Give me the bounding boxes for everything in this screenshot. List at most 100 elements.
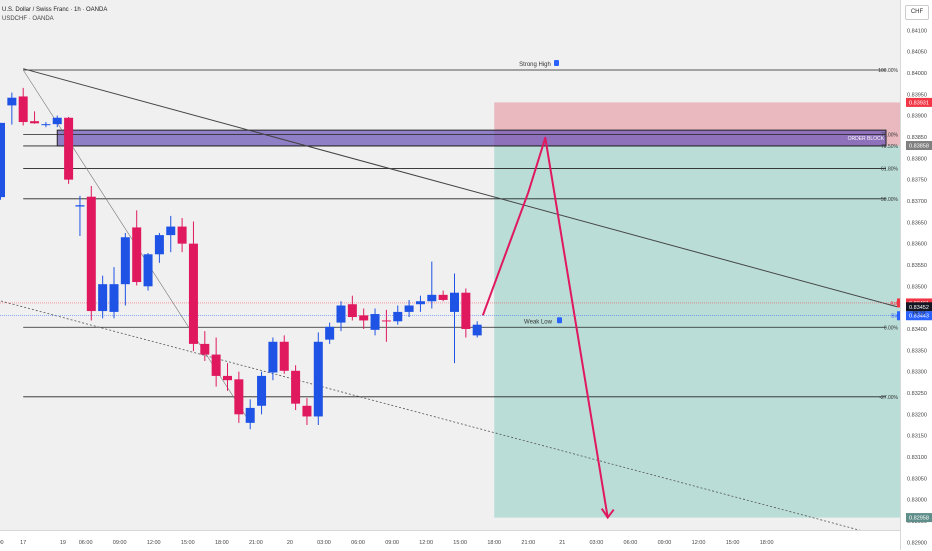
bullish-candle [336, 305, 346, 323]
countdown-label: 06:10 [913, 310, 926, 316]
price-tick-label: 0.83600 [907, 242, 927, 248]
projection-path [481, 136, 609, 518]
trendline [23, 68, 898, 308]
bearish-candle [188, 243, 198, 344]
price-tick-label: 0.83500 [907, 284, 927, 290]
price-chart[interactable]: ORDER BLOCK 100.00% 75.00% 70.50% 61.80% 50.0… [0, 0, 900, 530]
price-tick-label: 0.83550 [907, 263, 927, 269]
bearish-candle [359, 315, 369, 321]
price-tick-label: 0.83200 [907, 412, 927, 418]
channel-line [0, 300, 861, 530]
take-profit-zone [494, 145, 900, 518]
price-tag [906, 97, 932, 107]
time-tick-label: 19 [60, 540, 66, 546]
price-tick-label: 0.83650 [907, 220, 927, 226]
bullish-candle [404, 305, 414, 312]
time-tick-label: 09:00 [113, 540, 127, 546]
time-tick-label: 06:00 [79, 540, 93, 546]
bearish-candle [234, 379, 244, 415]
chart-title: U.S. Dollar / Swiss Franc · 1h · OANDA [2, 7, 108, 13]
bullish-candle [98, 284, 108, 312]
bearish-candle [381, 320, 391, 322]
bullish-candle [268, 341, 278, 373]
time-tick-label: 12:00 [692, 540, 706, 546]
time-tick-label: 06:00 [351, 540, 365, 546]
time-tick-label: 03:00 [589, 540, 603, 546]
bearish-candle [347, 304, 357, 318]
bearish-candle [18, 96, 28, 123]
price-tick-label: 0.83900 [907, 114, 927, 120]
bearish-candle [279, 341, 289, 371]
price-side-tag [897, 298, 900, 308]
fib-level-label: -27.00% [879, 395, 898, 401]
bullish-candle [370, 314, 380, 330]
bullish-candle [75, 205, 85, 207]
bearish-candle [177, 226, 187, 244]
fib-level-label: 0.00% [884, 325, 899, 331]
fib-level-label: 61.80% [881, 167, 899, 173]
bullish-candle [0, 122, 5, 198]
bearish-candle [291, 370, 301, 404]
bullish-candle [166, 226, 176, 236]
bullish-candle [41, 124, 51, 126]
price-tick-label: 0.83050 [907, 476, 927, 482]
fib-level-label: 70.50% [881, 144, 899, 150]
bullish-candle [313, 341, 323, 417]
currency-button[interactable]: CHF [905, 5, 929, 20]
time-axis[interactable]: 00 17 19 06:00 09:00 12:00 15:00 18:00 21:00 20 03… [0, 530, 900, 550]
price-side-tag [897, 311, 900, 321]
bearish-candle [302, 405, 312, 417]
annotation-label: Weak Low [524, 319, 553, 325]
symbol-label: USDCHF · OANDA [2, 16, 54, 22]
projection-arrowhead [600, 508, 615, 520]
price-tick-label: 0.83150 [907, 434, 927, 440]
fib-level-label: 75.00% [881, 132, 899, 138]
bullish-candle [109, 284, 119, 312]
time-tick-label: 18:00 [760, 540, 774, 546]
price-side-label: Ask [890, 301, 899, 307]
price-tag-label: 0.83931 [909, 100, 929, 106]
time-tick-label: 18:00 [215, 540, 229, 546]
time-tick-label: 21:00 [249, 540, 263, 546]
price-tick-label: 0.83300 [907, 370, 927, 376]
bearish-candle [86, 196, 96, 312]
fib-level-label: 50.00% [881, 197, 899, 203]
price-tick-label: 0.83350 [907, 348, 927, 354]
price-axis[interactable]: 0.84100 0.84050 0.84000 0.83950 0.83900 0.838… [900, 0, 932, 550]
time-tick-label: 21 [559, 540, 565, 546]
time-tick-label: 09:00 [658, 540, 672, 546]
chart-plot-area[interactable]: ORDER BLOCK 100.00% 75.00% 70.50% 61.80% 50.0… [0, 0, 900, 530]
price-tag [906, 311, 932, 321]
bearish-candle [223, 375, 232, 381]
time-tick-label: 15:00 [453, 540, 467, 546]
price-tag-label: 0.83452 [909, 305, 929, 311]
bullish-candle [325, 326, 335, 340]
time-tick-label: 00 [0, 540, 4, 546]
bullish-candle [415, 301, 425, 305]
annotation-flag-icon [557, 317, 562, 324]
time-tick-label: 06:00 [624, 540, 638, 546]
order-block-zone [56, 129, 887, 147]
price-tag-label: 0.82958 [909, 516, 929, 522]
price-tick-label: 0.84100 [907, 28, 927, 34]
price-tick-label: 0.83000 [907, 498, 927, 504]
price-tag-label: 0.83858 [909, 144, 929, 150]
bullish-candle [245, 407, 255, 423]
price-tick-label: 0.83850 [907, 135, 927, 141]
price-tag-label: 0.83443 [909, 314, 929, 320]
time-axis-labels: 00 17 19 06:00 09:00 12:00 15:00 18:00 21:00 20 03… [0, 540, 774, 546]
bullish-candle [450, 292, 459, 312]
bullish-candle [7, 97, 17, 106]
fib-level-label: 100.00% [878, 68, 898, 74]
bearish-candle [132, 227, 142, 283]
annotation-flag-icon [554, 59, 559, 66]
price-tick-label: 0.83700 [907, 199, 927, 205]
price-tag [906, 302, 932, 312]
time-tick-label: 12:00 [147, 540, 161, 546]
price-tag [906, 141, 932, 151]
bearish-candle [211, 354, 221, 376]
price-tag [906, 513, 932, 523]
bullish-candle [120, 237, 130, 285]
bullish-candle [472, 324, 482, 336]
price-tick-label: 0.83400 [907, 327, 927, 333]
